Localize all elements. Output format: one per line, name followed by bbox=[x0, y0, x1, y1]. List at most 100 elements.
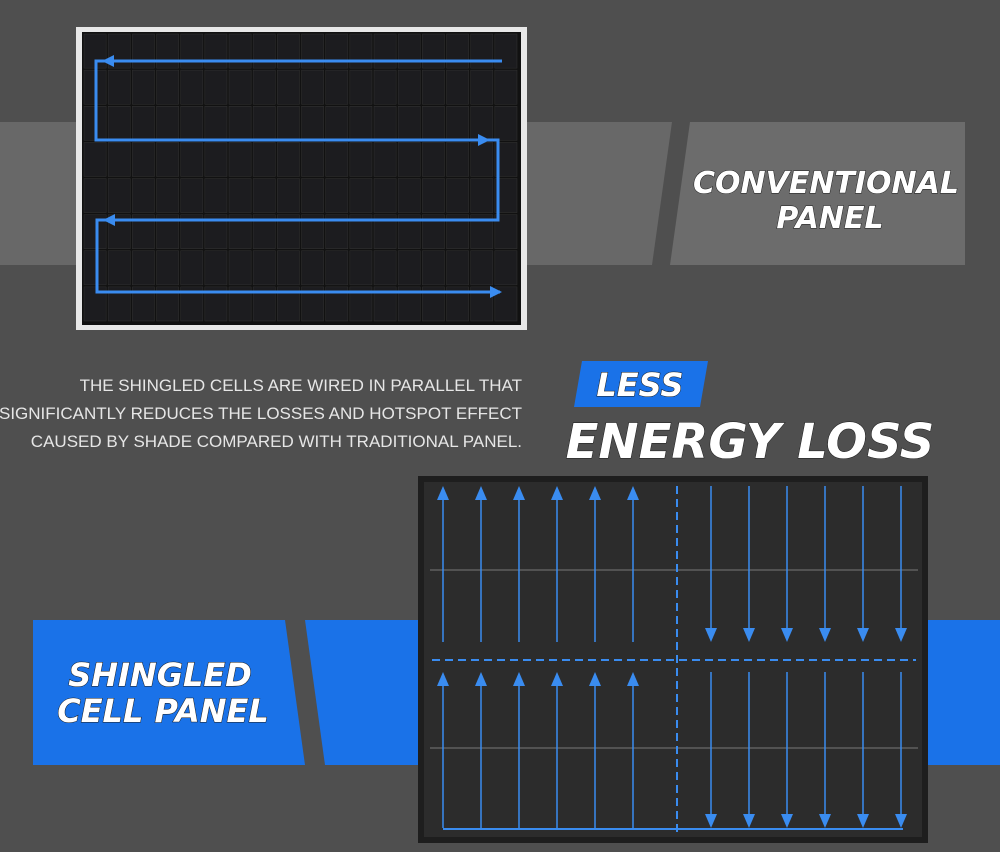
solar-cell bbox=[446, 33, 469, 69]
solar-cell bbox=[494, 286, 518, 322]
solar-cell bbox=[277, 250, 300, 286]
solar-cell bbox=[107, 106, 131, 141]
solar-cell bbox=[422, 106, 445, 141]
solar-cell bbox=[156, 214, 179, 249]
solar-cell bbox=[397, 250, 421, 286]
arrow bbox=[478, 134, 490, 146]
solar-cell bbox=[204, 214, 228, 249]
arrow bbox=[743, 814, 755, 828]
arrow bbox=[551, 486, 563, 500]
solar-cell bbox=[349, 214, 373, 249]
solar-cell bbox=[494, 69, 518, 105]
arrow bbox=[819, 814, 831, 828]
solar-cell bbox=[422, 250, 445, 286]
solar-cell bbox=[132, 250, 155, 286]
solar-cell bbox=[494, 106, 518, 141]
solar-cell bbox=[325, 69, 349, 105]
badge-text: LESS bbox=[596, 366, 683, 404]
solar-cell bbox=[156, 69, 179, 105]
solar-cell bbox=[470, 286, 494, 322]
solar-cell bbox=[373, 178, 397, 213]
solar-cell bbox=[349, 178, 373, 213]
solar-cell bbox=[349, 106, 373, 141]
arrow bbox=[627, 672, 639, 686]
solar-cell bbox=[277, 286, 300, 322]
solar-cell bbox=[156, 178, 179, 213]
solar-cell bbox=[397, 69, 421, 105]
solar-cell bbox=[349, 286, 373, 322]
solar-cell bbox=[446, 214, 469, 249]
solar-cell bbox=[397, 106, 421, 141]
arrow bbox=[102, 55, 114, 67]
solar-cell bbox=[446, 250, 469, 286]
solar-cell bbox=[277, 33, 300, 69]
shingled-label: CELL PANEL bbox=[57, 692, 269, 730]
solar-cell bbox=[373, 106, 397, 141]
blue-band bbox=[33, 620, 305, 765]
solar-cell bbox=[397, 214, 421, 249]
arrow bbox=[895, 628, 907, 642]
solar-cell bbox=[373, 33, 397, 69]
solar-cell bbox=[301, 286, 324, 322]
description: SIGNIFICANTLY REDUCES THE LOSSES AND HOT… bbox=[0, 404, 522, 423]
solar-cell bbox=[107, 142, 131, 177]
arrow bbox=[475, 486, 487, 500]
arrow bbox=[895, 814, 907, 828]
solar-cell bbox=[325, 106, 349, 141]
solar-cell bbox=[180, 142, 204, 177]
solar-cell bbox=[156, 142, 179, 177]
solar-cell bbox=[228, 250, 252, 286]
solar-cell bbox=[277, 142, 300, 177]
arrow bbox=[513, 486, 525, 500]
solar-cell bbox=[180, 214, 204, 249]
solar-cell bbox=[252, 69, 276, 105]
arrow bbox=[781, 814, 793, 828]
solar-cell bbox=[204, 106, 228, 141]
solar-cell bbox=[325, 250, 349, 286]
shingled-label: SHINGLED bbox=[68, 656, 252, 694]
solar-cell bbox=[132, 106, 155, 141]
arrow bbox=[513, 672, 525, 686]
label-band bbox=[670, 122, 965, 265]
solar-cell bbox=[325, 33, 349, 69]
solar-cell bbox=[132, 69, 155, 105]
solar-cell bbox=[107, 286, 131, 322]
solar-cell bbox=[494, 142, 518, 177]
solar-cell bbox=[228, 142, 252, 177]
conventional-label: CONVENTIONAL bbox=[693, 166, 959, 201]
solar-cell bbox=[228, 106, 252, 141]
solar-cell bbox=[301, 33, 324, 69]
description: THE SHINGLED CELLS ARE WIRED IN PARALLEL… bbox=[80, 376, 522, 395]
solar-cell bbox=[349, 250, 373, 286]
solar-cell bbox=[180, 250, 204, 286]
solar-cell bbox=[397, 178, 421, 213]
solar-cell bbox=[228, 214, 252, 249]
solar-cell bbox=[470, 214, 494, 249]
arrow bbox=[551, 672, 563, 686]
solar-cell bbox=[132, 178, 155, 213]
arrow bbox=[437, 672, 449, 686]
solar-cell bbox=[252, 214, 276, 249]
solar-cell bbox=[422, 69, 445, 105]
arrow bbox=[589, 486, 601, 500]
solar-cell bbox=[204, 286, 228, 322]
solar-cell bbox=[204, 250, 228, 286]
solar-cell bbox=[373, 142, 397, 177]
solar-cell bbox=[397, 33, 421, 69]
solar-cell bbox=[494, 178, 518, 213]
solar-cell bbox=[277, 106, 300, 141]
solar-cell bbox=[301, 142, 324, 177]
solar-cell bbox=[301, 250, 324, 286]
solar-cell bbox=[325, 286, 349, 322]
solar-cell bbox=[252, 142, 276, 177]
solar-cell bbox=[301, 214, 324, 249]
solar-cell bbox=[204, 69, 228, 105]
blue-band bbox=[928, 620, 1000, 765]
solar-cell bbox=[132, 286, 155, 322]
solar-cell bbox=[422, 142, 445, 177]
solar-cell bbox=[301, 69, 324, 105]
arrow bbox=[781, 628, 793, 642]
arrow bbox=[743, 628, 755, 642]
arrow bbox=[103, 214, 115, 226]
